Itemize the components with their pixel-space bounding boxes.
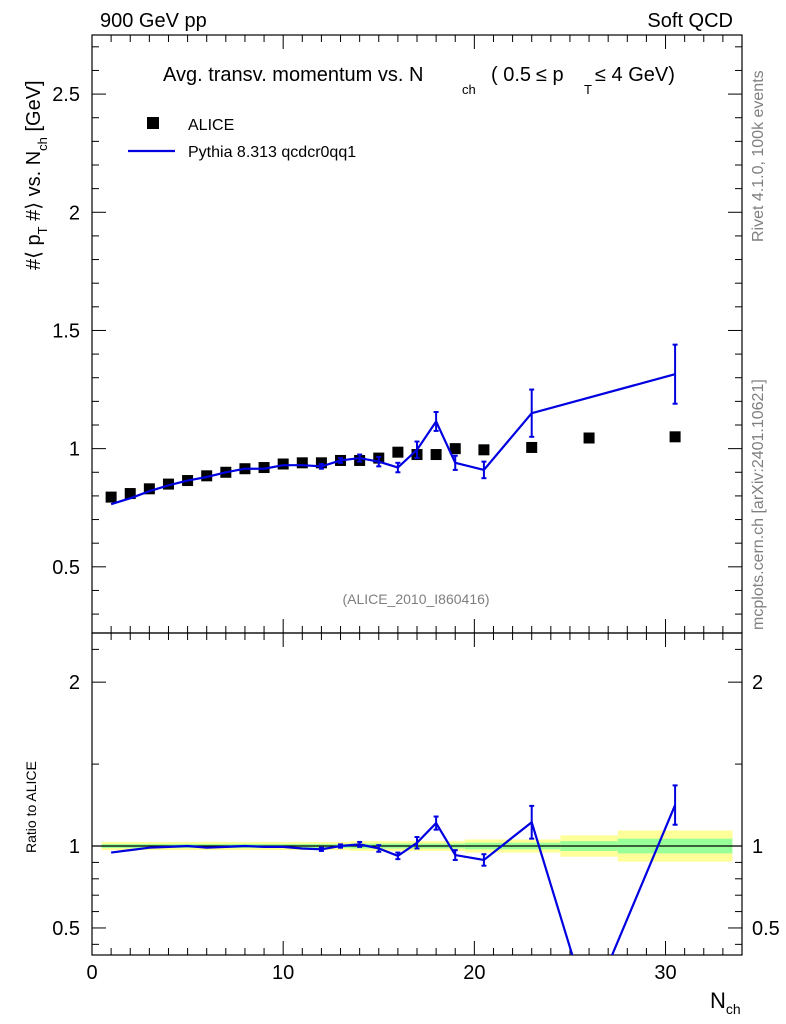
legend-label-alice: ALICE [188, 117, 234, 134]
ratio-ytick-label-right-1: 1 [752, 836, 763, 858]
alice-point-8 [258, 462, 270, 474]
x-tick-label-0: 0 [86, 962, 97, 984]
ratio-panel-series [110, 784, 678, 955]
ratio-ytick-label-left-0: 0.5 [52, 918, 80, 940]
header-left: 900 GeV pp [100, 10, 207, 32]
x-tick-label-2: 20 [463, 962, 485, 984]
axes: 0 10 20 30 0.5 1 1.5 2 2.5 0.5 0.5 1 1 2 2 [52, 34, 780, 984]
ylabel-part1: #⟨ p [23, 234, 45, 270]
alice-point-1 [124, 488, 136, 500]
rivet-label: Rivet 4.1.0, 100k events [750, 70, 767, 242]
alice-point-2 [143, 483, 155, 495]
svg-text:#⟨ pT #⟩ vs. Nch [GeV]: #⟨ pT #⟩ vs. Nch [GeV] [23, 80, 50, 270]
analysis-tag: (ALICE_2010_I860416) [342, 591, 489, 607]
title-le1: ≤ p [536, 64, 564, 86]
main-ytick-label-0: 0.5 [52, 557, 80, 579]
main-ytick-label-3: 2 [69, 202, 80, 224]
alice-point-21 [583, 432, 595, 444]
x-tick-label-3: 30 [654, 962, 676, 984]
y-axis-label: #⟨ pT #⟩ vs. Nch [GeV] [23, 80, 50, 270]
ratio-panel-frame [91, 632, 743, 956]
svg-text:Ratio to ALICE: Ratio to ALICE [23, 761, 39, 853]
legend: ALICE Pythia 8.313 qcdcr0qq1 [128, 117, 356, 161]
ylabel-part2: #⟩ vs. N [23, 151, 45, 227]
header-right: Soft QCD [647, 10, 733, 32]
ratio-ytick-label-right-2: 2 [752, 672, 763, 694]
ylabel-part3: [GeV] [23, 80, 45, 137]
ratio-ytick-label-left-1: 1 [69, 836, 80, 858]
title-sub-ch: ch [462, 82, 476, 97]
alice-point-22 [669, 431, 681, 443]
ratio-axis-label: Ratio to ALICE [23, 761, 39, 853]
title-main: Avg. transv. momentum vs. N [163, 64, 423, 86]
title-sub-t: T [584, 82, 592, 97]
main-ytick-label-4: 2.5 [52, 84, 80, 106]
legend-marker-alice [147, 117, 159, 129]
alice-point-0 [105, 491, 117, 503]
ratio-ytick-label-left-2: 2 [69, 672, 80, 694]
x-tick-label-1: 10 [272, 962, 294, 984]
alice-point-3 [162, 478, 174, 490]
pythia-line [110, 373, 676, 506]
alice-point-17 [430, 449, 442, 461]
ylabel-sub-t: T [35, 226, 50, 234]
alice-point-10 [296, 457, 308, 469]
title-range: ( 0.5 [491, 64, 531, 86]
alice-point-18 [449, 443, 461, 455]
ratio-ytick-label-right-0: 0.5 [752, 918, 780, 940]
main-ytick-label-2: 1.5 [52, 320, 80, 342]
alice-point-9 [277, 458, 289, 470]
svg-text:mcplots.cern.ch [arXiv:2401.10: mcplots.cern.ch [arXiv:2401.10621] [750, 379, 767, 630]
alice-point-20 [526, 441, 538, 453]
xlabel-main: N [710, 988, 726, 1013]
chart-title: Avg. transv. momentum vs. N ch ( 0.5 ≤ p… [163, 64, 675, 97]
legend-label-pythia: Pythia 8.313 qcdcr0qq1 [188, 144, 356, 161]
main-ytick-label-1: 1 [69, 439, 80, 461]
alice-point-5 [201, 470, 213, 482]
mcplots-label: mcplots.cern.ch [arXiv:2401.10621] [750, 379, 767, 630]
main-panel-series [105, 343, 681, 506]
ylabel-sub-ch: ch [35, 137, 50, 151]
xlabel-sub: ch [726, 1001, 741, 1017]
title-le2: ≤ 4 GeV) [595, 64, 675, 86]
alice-point-11 [315, 457, 327, 469]
svg-text:Rivet 4.1.0, 100k events: Rivet 4.1.0, 100k events [750, 70, 767, 242]
x-axis-label: Nch [710, 988, 741, 1017]
alice-point-19 [478, 444, 490, 456]
alice-point-15 [392, 446, 404, 458]
